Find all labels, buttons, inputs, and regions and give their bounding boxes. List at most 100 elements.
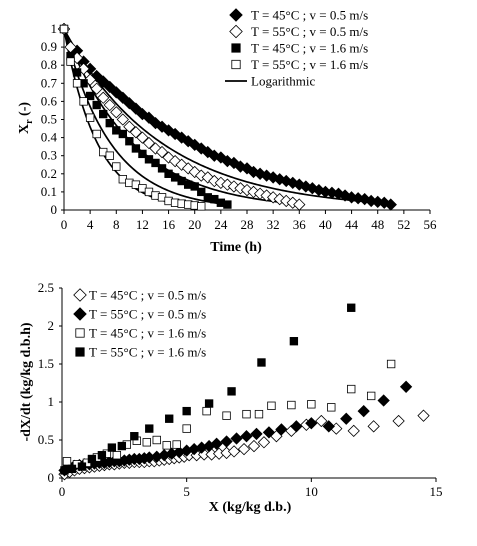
chart2-data-point bbox=[97, 451, 107, 460]
chart2-data-point bbox=[152, 435, 161, 445]
chart1-x-tick-label: 12 bbox=[136, 217, 149, 232]
chart1-x-tick-label: 44 bbox=[345, 217, 359, 232]
chart2-data-point bbox=[77, 462, 87, 471]
chart1-data-point bbox=[234, 182, 247, 195]
chart1-data-point bbox=[90, 82, 103, 95]
chart1-x-tick-label: 8 bbox=[113, 217, 120, 232]
chart2-data-point bbox=[347, 384, 356, 394]
chart1-x-tick-label: 20 bbox=[188, 217, 201, 232]
chart2-data-point bbox=[257, 358, 266, 367]
chart2-data-point bbox=[327, 403, 336, 412]
chart1-data-point bbox=[99, 109, 108, 119]
chart2-x-tick-label: 10 bbox=[305, 484, 318, 499]
chart1-data-point bbox=[136, 131, 149, 144]
chart1-data-point bbox=[214, 176, 228, 189]
chart2-data-point bbox=[60, 466, 69, 475]
chart2-data-point bbox=[117, 441, 127, 451]
chart1-data-point bbox=[149, 142, 162, 155]
chart2-data-point bbox=[386, 359, 396, 369]
chart1-y-axis-title-unit: (-) bbox=[17, 102, 32, 120]
chart1-y-tick-label: 0.6 bbox=[41, 93, 58, 108]
chart2-y-tick-label: 0.5 bbox=[38, 432, 54, 447]
chart1-x-tick-label: 52 bbox=[397, 217, 410, 232]
chart1-y-tick-label: 0.9 bbox=[41, 39, 57, 54]
chart1-x-tick-label: 40 bbox=[319, 217, 332, 232]
chart1-data-point bbox=[149, 116, 162, 130]
chart1-data-point bbox=[293, 178, 306, 191]
chart2-data-point bbox=[290, 420, 303, 433]
chart2-data-point bbox=[62, 457, 72, 466]
chart1-data-point bbox=[384, 198, 397, 211]
chart1-legend-label: T = 45°C ; v = 0.5 m/s bbox=[251, 8, 368, 23]
chart1-y-axis-title-main: X bbox=[17, 124, 32, 134]
chart1-data-point bbox=[92, 129, 101, 139]
chart-drying-rate-vs-moisture: -dX/dt (kg/kg d.b.h) X (kg/kg d.b.) 0 0.5… bbox=[19, 280, 443, 515]
chart1-x-tick-label: 0 bbox=[61, 217, 68, 232]
chart1-logarithmic-fit-line bbox=[63, 28, 391, 205]
chart1-data-point bbox=[85, 91, 95, 101]
chart1-data-point bbox=[151, 158, 160, 168]
chart1-y-axis-title: Xr (-) bbox=[17, 102, 35, 134]
chart1-data-point bbox=[197, 187, 206, 197]
chart1-y-axis-title-sub: r bbox=[24, 119, 35, 124]
chart1-data-point bbox=[168, 154, 182, 168]
chart2-data-point bbox=[254, 409, 264, 419]
chart1-data-point bbox=[240, 162, 254, 175]
chart2-data-point bbox=[366, 391, 376, 401]
chart1-data-point bbox=[221, 178, 234, 191]
chart1-data-point bbox=[312, 183, 326, 197]
chart2-legend-label: T = 55°C ; v = 1.6 m/s bbox=[89, 345, 206, 360]
chart2-data-point bbox=[165, 414, 174, 423]
chart2-data-point bbox=[227, 387, 236, 396]
chart2-data-point bbox=[242, 409, 251, 419]
chart2-legend-label: T = 45°C ; v = 0.5 m/s bbox=[89, 288, 206, 303]
chart1-legend-marker bbox=[231, 43, 241, 53]
chart1-x-tick-label: 16 bbox=[162, 217, 176, 232]
chart1-data-point bbox=[97, 75, 110, 88]
chart2-data-point bbox=[162, 441, 171, 450]
chart1-data-point bbox=[79, 97, 88, 106]
chart2-legend-label: T = 45°C ; v = 1.6 m/s bbox=[89, 326, 206, 341]
chart1-y-tick-label: 0.1 bbox=[41, 184, 57, 199]
chart2-data-point bbox=[237, 442, 251, 456]
chart2-legend-marker bbox=[73, 288, 87, 302]
chart1-data-point bbox=[103, 80, 116, 94]
chart1-y-tick-label: 0.2 bbox=[41, 166, 57, 181]
chart1-x-tick-label: 56 bbox=[424, 217, 438, 232]
chart1-data-point bbox=[103, 98, 116, 112]
chart1-data-point bbox=[112, 162, 121, 171]
chart-drying-ratio-vs-time: Xr (-) Time (h) 0 0.1 0.2 0.3 0.4 0.5 0.6 0.7 0.… bbox=[17, 8, 437, 256]
chart2-data-point bbox=[182, 424, 191, 433]
chart1-data-point bbox=[123, 97, 136, 110]
chart1-data-point bbox=[197, 202, 206, 211]
chart1-y-tick-label: 0.5 bbox=[41, 112, 57, 127]
chart2-data-point bbox=[305, 417, 318, 430]
chart2-data-point bbox=[220, 435, 233, 448]
chart2-data-point bbox=[289, 337, 299, 346]
chart2-data-point bbox=[172, 440, 181, 449]
chart2-data-point bbox=[222, 411, 231, 420]
chart1-data-point bbox=[175, 158, 188, 171]
chart2-x-tick-label: 0 bbox=[59, 484, 66, 499]
chart1-y-tick-label: 0.3 bbox=[41, 148, 57, 163]
chart2-y-axis-title: -dX/dt (kg/kg d.b.h) bbox=[19, 322, 34, 441]
chart1-y-tick-label: 0.4 bbox=[41, 130, 58, 145]
chart2-legend-marker bbox=[73, 307, 87, 321]
chart1-legend-label: T = 45°C ; v = 1.6 m/s bbox=[251, 41, 368, 56]
chart1-data-point bbox=[131, 144, 141, 153]
chart1-data-point bbox=[157, 164, 167, 173]
chart2-x-axis-title: X (kg/kg d.b.) bbox=[209, 500, 292, 515]
chart1-data-point bbox=[234, 160, 247, 173]
chart2-data-point bbox=[347, 303, 356, 312]
chart2-data-point bbox=[210, 437, 223, 450]
chart2-data-point bbox=[257, 436, 271, 449]
chart1-data-point bbox=[240, 183, 254, 197]
chart2-data-point bbox=[340, 412, 353, 425]
chart2-data-point bbox=[275, 423, 288, 436]
chart2-y-tick-label: 2.5 bbox=[38, 280, 54, 295]
chart2-data-point bbox=[227, 445, 241, 458]
chart1-data-point bbox=[129, 102, 143, 115]
chart2-data-point bbox=[247, 439, 261, 453]
chart2-y-tick-label: 0 bbox=[48, 470, 55, 485]
